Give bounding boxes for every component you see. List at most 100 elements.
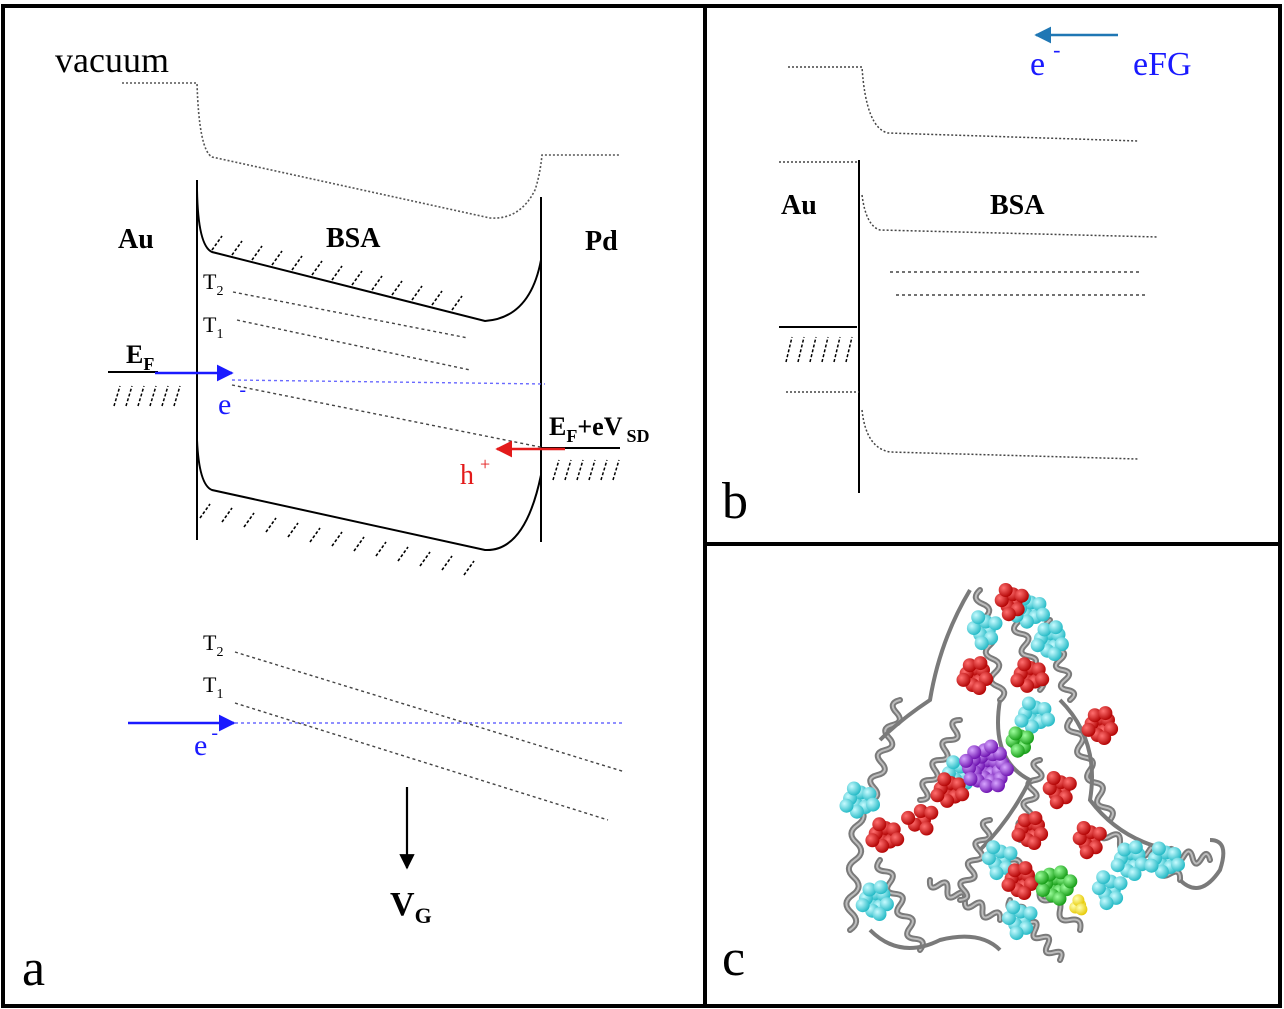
cyan-atom (1054, 637, 1069, 652)
lower-trap-t1-line (234, 702, 609, 821)
lower-trap-t2-line (234, 651, 626, 773)
valence-band-curve (196, 439, 542, 552)
red-atom (1010, 673, 1025, 688)
panel-b: e- eFG Au BSA b (722, 26, 1192, 530)
cyan-atom (946, 755, 961, 770)
fermi-label: EF (126, 340, 154, 374)
cyan-atom (1001, 911, 1016, 926)
b-bsa-label: BSA (990, 190, 1045, 221)
helix-ribbon-highlight (919, 719, 961, 801)
red-atom (924, 805, 939, 820)
green-atom (1052, 891, 1067, 906)
cyan-atom (1171, 857, 1185, 872)
conduction-band-curve (196, 189, 542, 323)
cyan-atom (1023, 906, 1038, 921)
green-atom (1034, 870, 1049, 885)
lower-trap-t1-label: T1 (203, 672, 223, 702)
electron-label: e- (218, 379, 246, 421)
cyan-atom (981, 851, 996, 866)
panel-c-label: c (722, 930, 745, 987)
vacuum-label: vacuum (55, 40, 169, 80)
b-valence-line (861, 409, 1139, 460)
red-atom (1014, 588, 1029, 603)
b-conduction-line (861, 194, 1159, 238)
red-atom (972, 681, 987, 695)
cyan-atom (1019, 614, 1034, 629)
cyan-atom (1030, 638, 1045, 653)
hole-label: h + (460, 454, 490, 491)
loop-ribbon (978, 699, 1033, 852)
green-atom (1035, 883, 1050, 898)
red-atom (973, 656, 988, 671)
red-atom (890, 832, 905, 847)
red-atom (956, 672, 971, 687)
green-atom (1063, 874, 1078, 889)
gate-voltage-label: VG (390, 886, 432, 928)
cyan-atom (1096, 870, 1111, 885)
red-atom (872, 817, 887, 832)
b-au-label: Au (781, 190, 817, 221)
green-atom (1008, 726, 1023, 741)
yellow-atom (1072, 894, 1085, 907)
cyan-atom (855, 898, 870, 913)
panel-b-electron-label: e- (1030, 37, 1060, 83)
cyan-atom (1021, 696, 1036, 711)
red-atom (1001, 877, 1016, 892)
trap-t1-label: T1 (203, 312, 223, 342)
bsa-label: BSA (326, 223, 381, 254)
red-atom (919, 821, 934, 836)
red-atom (1046, 771, 1061, 785)
red-atom (930, 788, 945, 803)
cyan-atom (872, 907, 887, 921)
cyan-atom (971, 610, 986, 625)
red-atom (998, 583, 1013, 597)
red-atom (955, 787, 970, 802)
panel-b-label: b (722, 473, 748, 530)
cyan-atom (1037, 622, 1052, 637)
cyan-atom (1110, 858, 1125, 873)
cyan-atom (1151, 841, 1166, 856)
cyan-atom (862, 882, 877, 897)
yellow-atom (1075, 903, 1088, 916)
cyan-atom (1006, 900, 1021, 915)
red-atom (1028, 811, 1043, 826)
purple-ligand-atom (999, 762, 1014, 777)
bias-level-line (231, 384, 546, 449)
red-atom (1018, 861, 1033, 876)
panel-frames (1, 4, 1282, 1008)
protein-structure (839, 583, 1226, 963)
au-label: Au (118, 224, 154, 255)
helix-ribbon-highlight (974, 589, 1006, 701)
lower-electron-label: e- (194, 722, 218, 762)
cyan-atom (1091, 881, 1106, 896)
cyan-atom (989, 866, 1004, 881)
red-atom (1079, 845, 1094, 860)
lower-trap-t2-label: T2 (203, 630, 223, 660)
cyan-atom (839, 798, 854, 813)
cyan-atom (1128, 840, 1143, 855)
trap-t1-line (236, 319, 471, 371)
red-atom (1017, 813, 1032, 828)
panel-a-frame (1, 4, 707, 1008)
red-atom (1087, 708, 1102, 723)
helix-ribbon-highlight (869, 699, 901, 801)
cyan-atom (986, 840, 1001, 855)
cyan-atom (988, 616, 1003, 631)
loop-ribbon (1058, 698, 1171, 852)
purple-ligand-atom (959, 753, 974, 768)
trap-t2-line (232, 291, 469, 339)
panel-b-frame (703, 4, 1282, 546)
red-atom (1035, 672, 1050, 687)
helix-ribbon-highlight (959, 819, 991, 901)
cyan-atom (1154, 864, 1169, 879)
loop-ribbon (868, 928, 1002, 952)
cyan-atom (1167, 847, 1182, 861)
valence-band-hatch (199, 503, 475, 576)
cyan-atom (862, 787, 877, 801)
cyan-atom (1117, 842, 1132, 857)
cyan-atom (1036, 607, 1050, 622)
red-atom (1081, 722, 1096, 737)
panel-a-label: a (22, 940, 45, 997)
green-atom (1053, 865, 1068, 880)
au-fermi-hatch (113, 385, 181, 407)
